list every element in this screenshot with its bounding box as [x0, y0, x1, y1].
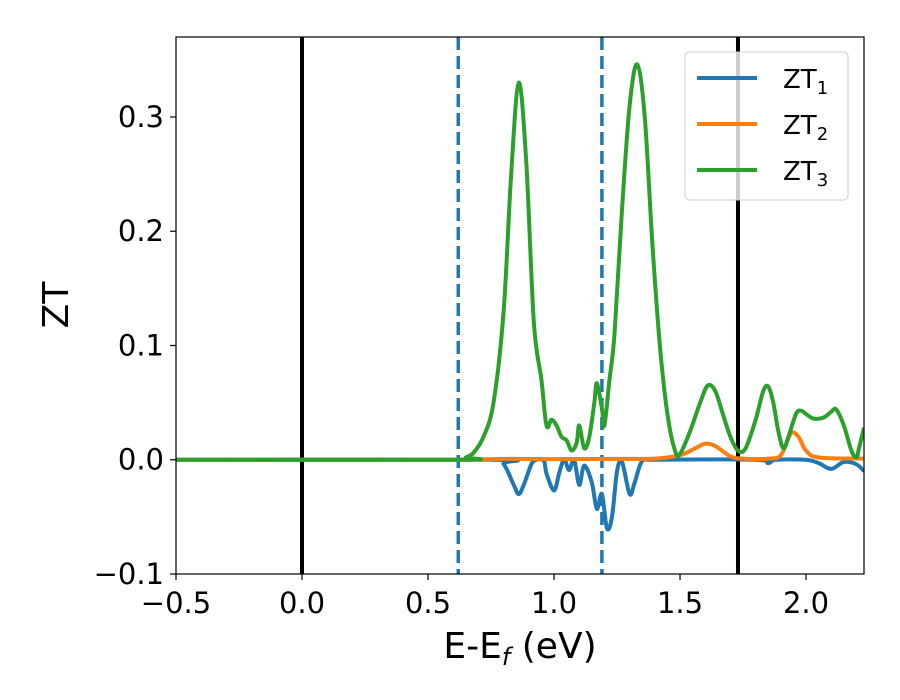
x-tick-label: 0.5 [405, 586, 451, 620]
y-axis-label: ZT [36, 281, 77, 329]
x-axis: −0.5 0.0 0.5 1.0 1.5 2.0 [141, 574, 829, 620]
legend-label-zt3: ZT3 [783, 157, 828, 191]
legend-label-zt2: ZT2 [783, 111, 828, 145]
x-tick-label: 0.0 [279, 586, 325, 620]
series-line-zt1 [176, 456, 864, 532]
y-tick-label: 0.3 [118, 100, 164, 134]
legend-box [684, 51, 849, 201]
y-axis: −0.1 0.0 0.1 0.2 0.3 [94, 100, 176, 591]
y-tick-label: 0.2 [118, 214, 164, 248]
y-tick-label: −0.1 [94, 557, 164, 591]
x-tick-label: −0.5 [141, 586, 211, 620]
series-line-zt3 [176, 62, 864, 462]
x-axis-label: E-Ef (eV) [443, 626, 596, 671]
x-tick-label: 1.5 [657, 586, 703, 620]
y-tick-label: 0.0 [118, 443, 164, 477]
legend-label-zt1: ZT1 [783, 65, 828, 99]
x-tick-label: 1.0 [531, 586, 577, 620]
x-tick-label: 2.0 [783, 586, 829, 620]
plot-frame [175, 36, 865, 575]
series-line-zt2 [176, 430, 864, 462]
legend: ZT1 ZT2 ZT3 [684, 51, 849, 201]
y-tick-label: 0.1 [118, 328, 164, 362]
